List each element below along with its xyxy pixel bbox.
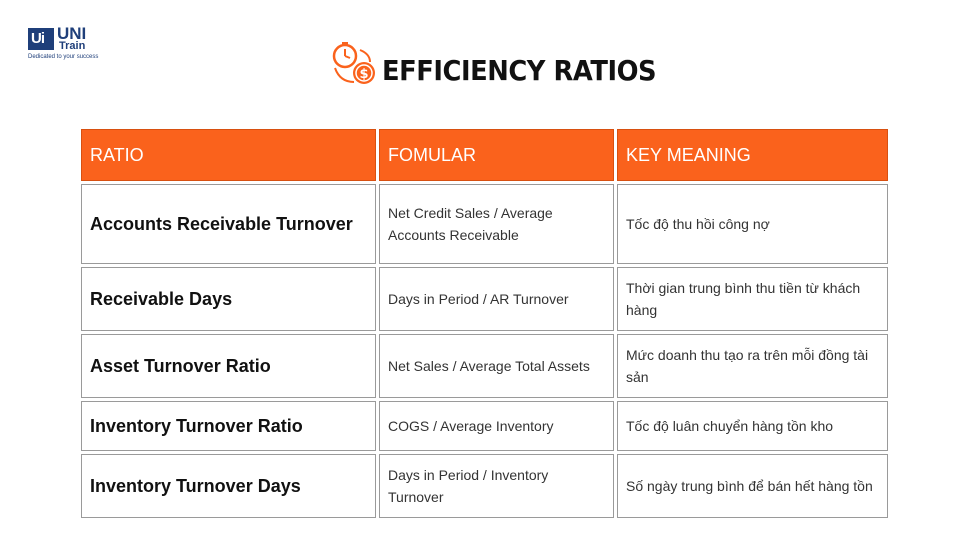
table-row: Asset Turnover Ratio Net Sales / Average… bbox=[81, 334, 888, 398]
table-row: Inventory Turnover Ratio COGS / Average … bbox=[81, 401, 888, 451]
logo-brand-bottom: Train bbox=[59, 40, 86, 52]
table-row: Receivable Days Days in Period / AR Turn… bbox=[81, 267, 888, 331]
ratio-cell: Receivable Days bbox=[81, 267, 376, 331]
meaning-cell: Tốc độ luân chuyển hàng tồn kho bbox=[617, 401, 888, 451]
table-row: Accounts Receivable Turnover Net Credit … bbox=[81, 184, 888, 264]
logo-brand-top: UNI bbox=[57, 24, 87, 43]
meaning-cell: Số ngày trung bình để bán hết hàng tồn bbox=[617, 454, 888, 518]
header-key-meaning: KEY MEANING bbox=[617, 129, 888, 181]
meaning-cell: Tốc độ thu hồi công nợ bbox=[617, 184, 888, 264]
ratio-cell: Inventory Turnover Ratio bbox=[81, 401, 376, 451]
logo-tagline: Dedicated to your success bbox=[28, 54, 99, 60]
header-ratio: RATIO bbox=[81, 129, 376, 181]
header-formula: FOMULAR bbox=[379, 129, 614, 181]
ratio-cell: Accounts Receivable Turnover bbox=[81, 184, 376, 264]
table-row: Inventory Turnover Days Days in Period /… bbox=[81, 454, 888, 518]
meaning-cell: Mức doanh thu tạo ra trên mỗi đồng tài s… bbox=[617, 334, 888, 398]
title-block: $ EFFICIENCY RATIOS bbox=[330, 42, 657, 88]
svg-text:$: $ bbox=[359, 67, 368, 82]
formula-cell: Days in Period / Inventory Turnover bbox=[379, 454, 614, 518]
table-header-row: RATIO FOMULAR KEY MEANING bbox=[81, 129, 888, 181]
ratios-table: RATIO FOMULAR KEY MEANING Accounts Recei… bbox=[78, 126, 891, 521]
meaning-cell: Thời gian trung bình thu tiền từ khách h… bbox=[617, 267, 888, 331]
clock-dollar-icon: $ bbox=[332, 42, 375, 84]
formula-cell: Net Sales / Average Total Assets bbox=[379, 334, 614, 398]
logo-mark: Ui bbox=[28, 28, 54, 50]
ratio-cell: Inventory Turnover Days bbox=[81, 454, 376, 518]
unitrain-logo: Ui UNI Train Dedicated to your success bbox=[28, 24, 118, 64]
page-title: EFFICIENCY RATIOS bbox=[382, 54, 657, 87]
ratio-cell: Asset Turnover Ratio bbox=[81, 334, 376, 398]
formula-cell: Net Credit Sales / Average Accounts Rece… bbox=[379, 184, 614, 264]
formula-cell: COGS / Average Inventory bbox=[379, 401, 614, 451]
formula-cell: Days in Period / AR Turnover bbox=[379, 267, 614, 331]
